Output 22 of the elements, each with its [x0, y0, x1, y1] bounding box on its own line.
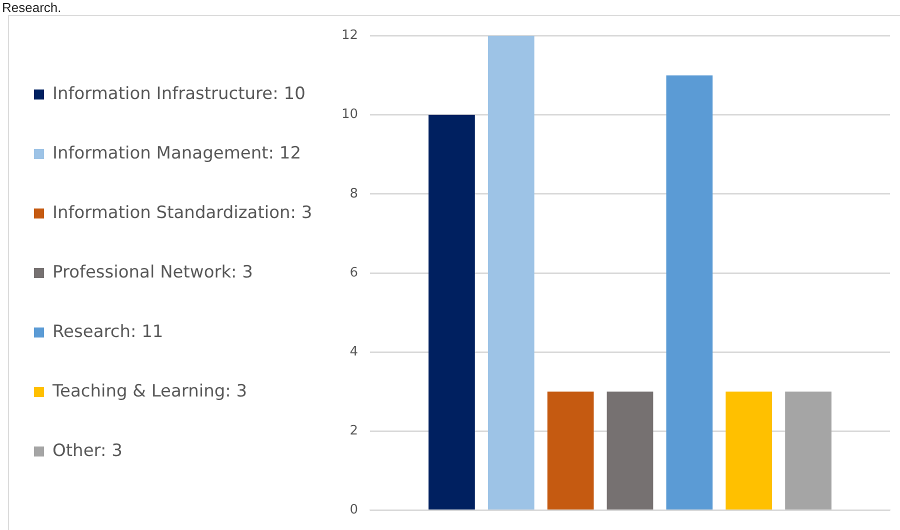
legend-label: Information Management: 12: [52, 143, 302, 164]
text: Research.: [2, 0, 62, 15]
y-tick-label: 8: [350, 186, 358, 202]
y-tick-label: 12: [341, 28, 358, 44]
legend-label: Professional Network: 3: [52, 262, 253, 282]
y-tick-label: 10: [341, 107, 358, 122]
legend-label: Other: 3: [52, 440, 122, 461]
legend-label: Information Standardization: 3: [52, 202, 312, 223]
legend-label: Research: 11: [52, 322, 164, 342]
y-tick-label: 4: [350, 344, 358, 360]
bar: [726, 392, 772, 510]
legend-label: Teaching & Learning: 3: [52, 381, 248, 402]
bar: [785, 392, 832, 510]
bar: [428, 114, 475, 510]
bar: [547, 392, 594, 510]
y-tick-label: 6: [350, 265, 358, 280]
y-tick-label: 0: [350, 502, 358, 518]
bar: [606, 392, 654, 510]
bar: [666, 75, 713, 510]
y-tick-label: 2: [350, 424, 358, 439]
legend-label: Information Infrastructure: 10: [52, 84, 306, 104]
bar: [488, 36, 534, 510]
